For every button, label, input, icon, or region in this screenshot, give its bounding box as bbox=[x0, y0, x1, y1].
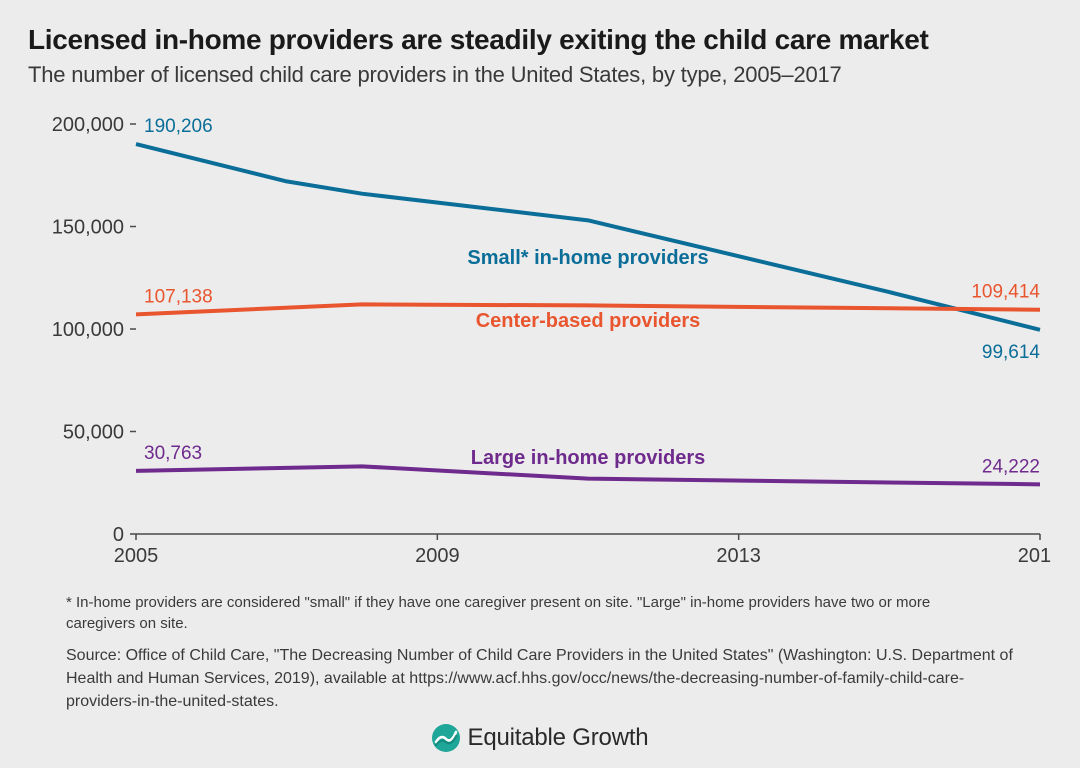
start-value-label: 107,138 bbox=[144, 286, 213, 307]
source-text: Source: Office of Child Care, "The Decre… bbox=[28, 644, 1028, 714]
x-tick-label: 2009 bbox=[415, 545, 460, 567]
series-large-in-home bbox=[136, 466, 1040, 484]
y-tick-label: 0 bbox=[113, 524, 124, 546]
brand-name: Equitable Growth bbox=[468, 724, 649, 752]
x-tick-label: 2013 bbox=[716, 545, 761, 567]
series-label: Small* in-home providers bbox=[467, 247, 708, 269]
series-small-in-home bbox=[136, 144, 1040, 330]
footnote-text: * In-home providers are considered "smal… bbox=[28, 592, 988, 634]
brand-logo: Equitable Growth bbox=[28, 724, 1052, 752]
x-tick-label: 2005 bbox=[114, 545, 159, 567]
chart-title: Licensed in-home providers are steadily … bbox=[28, 24, 1052, 56]
start-value-label: 190,206 bbox=[144, 116, 213, 137]
series-label: Large in-home providers bbox=[471, 447, 706, 469]
end-value-label: 24,222 bbox=[982, 456, 1040, 477]
y-tick-label: 200,000 bbox=[52, 114, 124, 136]
line-chart: 0 50,000 100,000 150,000 200,000 2005 2009 2013… bbox=[28, 114, 1052, 584]
y-tick-label: 100,000 bbox=[52, 319, 124, 341]
x-tick-label: 2017 bbox=[1018, 545, 1052, 567]
y-tick-label: 150,000 bbox=[52, 217, 124, 239]
equitable-growth-icon bbox=[432, 724, 460, 752]
chart-subtitle: The number of licensed child care provid… bbox=[28, 62, 1052, 88]
end-value-label: 99,614 bbox=[982, 342, 1041, 363]
end-value-label: 109,414 bbox=[971, 282, 1040, 303]
series-label: Center-based providers bbox=[476, 310, 701, 332]
y-tick-label: 50,000 bbox=[63, 422, 124, 444]
chart-svg: 0 50,000 100,000 150,000 200,000 2005 2009 2013… bbox=[28, 114, 1052, 584]
start-value-label: 30,763 bbox=[144, 443, 202, 464]
